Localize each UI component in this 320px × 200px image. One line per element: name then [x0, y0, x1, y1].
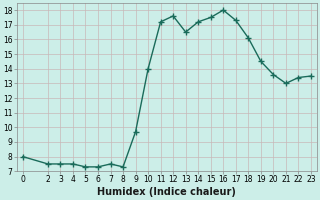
X-axis label: Humidex (Indice chaleur): Humidex (Indice chaleur)	[98, 187, 236, 197]
